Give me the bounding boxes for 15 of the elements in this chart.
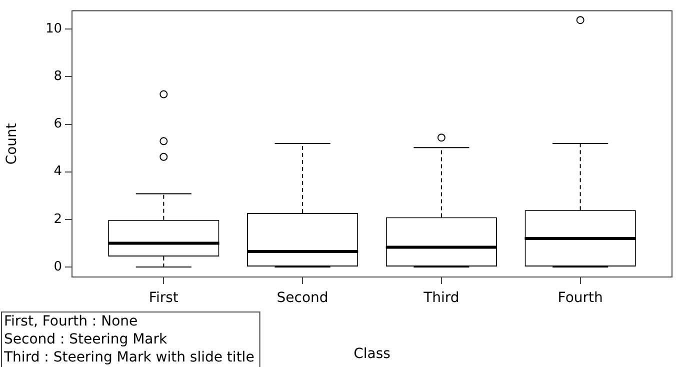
x-tick-label: First (148, 290, 179, 306)
x-tick-label: Third (422, 290, 460, 306)
text: First, Fourth : None (4, 314, 138, 330)
x-axis-title: Class (354, 346, 390, 362)
text: Third : Steering Mark with slide title (3, 350, 254, 366)
y-axis-title: Count (4, 122, 20, 165)
y-tick-label: 4 (54, 164, 62, 180)
y-tick-label: 0 (54, 259, 62, 274)
text: Second : Steering Mark (4, 332, 168, 348)
y-tick-label: 10 (45, 21, 62, 36)
x-tick-label: Second (276, 290, 328, 306)
y-tick-label: 2 (54, 212, 62, 227)
y-tick-label: 8 (54, 69, 62, 84)
x-tick-label: Fourth (558, 290, 603, 306)
y-tick-label: 6 (54, 116, 62, 132)
